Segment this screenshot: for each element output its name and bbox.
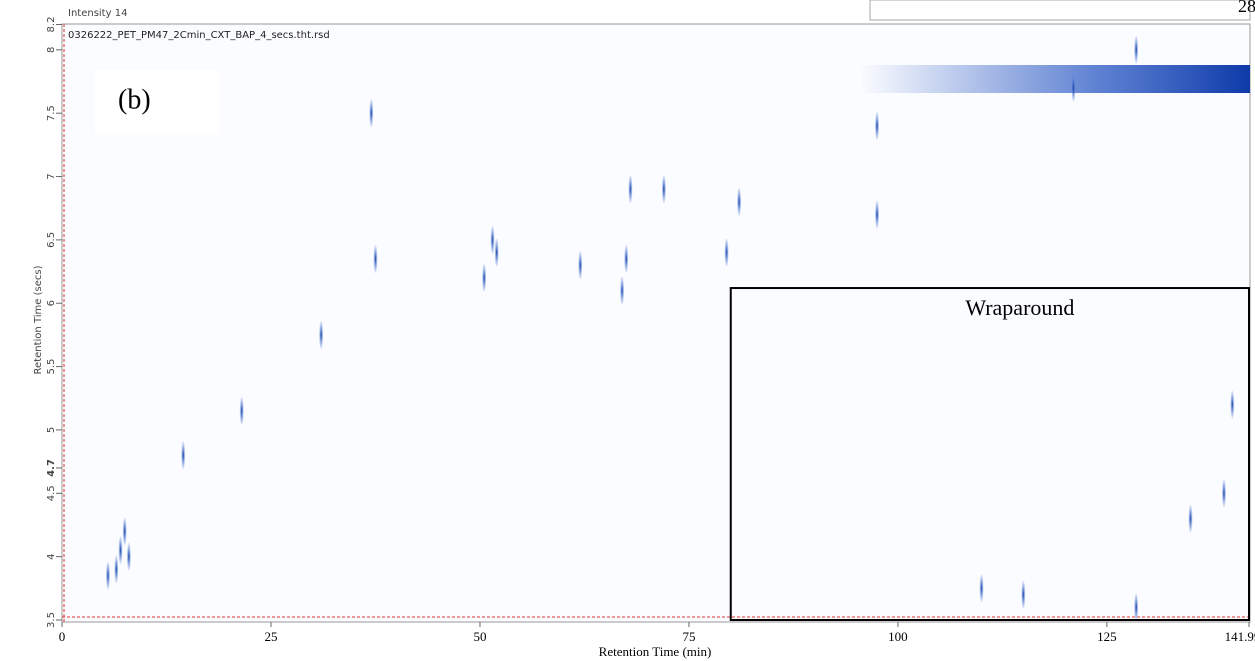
x-tick-label: 75 <box>682 629 695 644</box>
x-tick-label: 141.9963 <box>1225 629 1255 644</box>
peak <box>181 441 186 470</box>
peak <box>1230 390 1235 419</box>
peak <box>724 238 729 267</box>
peak <box>1221 479 1226 508</box>
file-name: 0326222_PET_PM47_2Cmin_CXT_BAP_4_secs.th… <box>68 30 330 41</box>
peak <box>1134 35 1139 64</box>
wraparound-box <box>729 287 1250 621</box>
y-tick-label: 4.5 <box>46 485 57 501</box>
y-tick-label: 8 <box>46 47 57 53</box>
y-tick-label: 5 <box>46 427 57 433</box>
peak <box>875 200 880 229</box>
peak <box>875 111 880 140</box>
peak <box>1021 580 1026 609</box>
peak <box>482 263 487 292</box>
peak <box>114 555 119 584</box>
y-axis-label: Retention Time (secs) <box>33 265 44 374</box>
peak <box>105 561 110 590</box>
peak <box>122 517 127 546</box>
peak <box>369 99 374 128</box>
x-axis-label: Retention Time (min) <box>599 644 712 659</box>
peak <box>373 244 378 273</box>
y-tick-label: 4.7 <box>46 459 57 477</box>
peak <box>1188 504 1193 533</box>
peak <box>620 276 625 305</box>
peak <box>239 396 244 425</box>
label-bg <box>95 70 220 135</box>
peak <box>1071 73 1076 102</box>
peak <box>126 542 131 571</box>
annotation-label: Wraparound <box>965 295 1074 320</box>
y-tick-label: 7.5 <box>46 105 57 121</box>
x-tick-label: 50 <box>473 629 486 644</box>
header-box <box>869 0 1251 21</box>
streak <box>860 65 1250 93</box>
intensity-label: Intensity 14 <box>68 8 127 19</box>
y-tick-label: 5.5 <box>46 359 57 375</box>
plot-area <box>61 23 1251 623</box>
peak <box>979 574 984 603</box>
peak <box>624 244 629 273</box>
y-tick-label: 7 <box>46 173 57 179</box>
peak <box>737 187 742 216</box>
panel-label: (b) <box>118 84 151 115</box>
x-tick-label: 125 <box>1097 629 1117 644</box>
peak <box>578 251 583 280</box>
peak <box>661 175 666 204</box>
y-tick-label: 8.2 <box>46 17 57 33</box>
x-tick-label: 100 <box>888 629 908 644</box>
x-tick-label: 0 <box>59 629 66 644</box>
peak <box>319 320 324 349</box>
page-number: 28 <box>1238 0 1255 16</box>
y-tick-label: 4 <box>46 553 57 559</box>
peak <box>490 225 495 254</box>
y-tick-label: 6.5 <box>46 232 57 248</box>
peak <box>494 238 499 267</box>
x-tick-label: 25 <box>264 629 277 644</box>
peak <box>628 175 633 204</box>
y-tick-label: 6 <box>46 300 57 306</box>
y-tick-label: 3.5 <box>46 612 57 628</box>
peak <box>1134 593 1139 622</box>
peak <box>118 536 123 565</box>
